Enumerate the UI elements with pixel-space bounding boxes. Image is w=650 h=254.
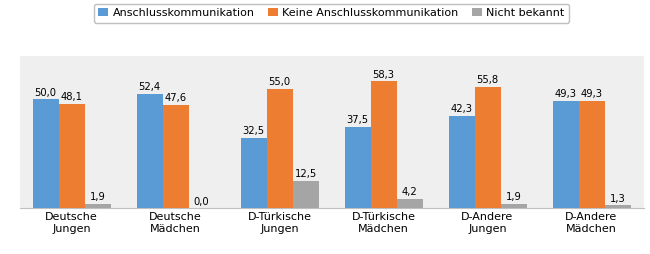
Text: 48,1: 48,1 (60, 92, 83, 102)
Text: 0,0: 0,0 (194, 197, 209, 207)
Bar (448, 116, 474, 208)
Text: 55,0: 55,0 (268, 77, 291, 87)
Bar (266, 89, 292, 208)
Bar (240, 137, 266, 208)
Bar (474, 87, 500, 208)
Text: 1,9: 1,9 (90, 192, 105, 202)
Text: 49,3: 49,3 (554, 89, 577, 99)
Bar (552, 101, 578, 208)
Bar (578, 101, 604, 208)
Bar (396, 199, 422, 208)
Text: 1,9: 1,9 (506, 192, 521, 202)
Text: 58,3: 58,3 (372, 70, 395, 80)
Bar (136, 94, 162, 208)
Bar (162, 105, 188, 208)
Text: 1,3: 1,3 (610, 194, 625, 204)
Bar (344, 127, 370, 208)
Text: 47,6: 47,6 (164, 93, 187, 103)
Text: 50,0: 50,0 (34, 88, 57, 98)
Bar (84, 204, 110, 208)
Text: 55,8: 55,8 (476, 75, 499, 85)
Text: 4,2: 4,2 (402, 187, 417, 197)
Text: 49,3: 49,3 (580, 89, 603, 99)
Bar (58, 104, 84, 208)
Text: 42,3: 42,3 (450, 104, 473, 115)
Text: 37,5: 37,5 (346, 115, 369, 125)
Bar (32, 99, 58, 208)
Bar (292, 181, 318, 208)
Legend: Anschlusskommunikation, Keine Anschlusskommunikation, Nicht bekannt: Anschlusskommunikation, Keine Anschlussk… (94, 4, 569, 23)
Bar (370, 81, 396, 208)
Text: 52,4: 52,4 (138, 83, 161, 92)
Text: 12,5: 12,5 (294, 169, 317, 179)
Bar (604, 205, 630, 208)
Text: 32,5: 32,5 (242, 126, 265, 136)
Bar (500, 204, 526, 208)
